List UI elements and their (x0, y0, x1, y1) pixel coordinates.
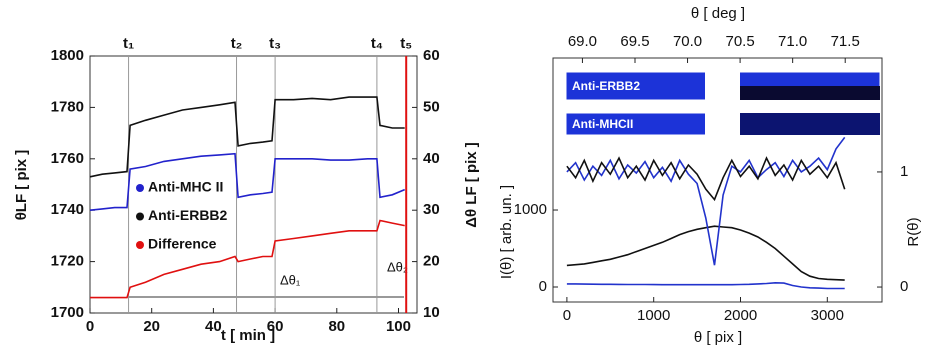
y-tick-label: 1760 (51, 150, 84, 167)
y2-tick-label: 40 (423, 150, 440, 167)
x2-tick-label: 71.0 (778, 33, 807, 50)
x2-axis-title: θ [ deg ] (691, 5, 745, 22)
legend-marker (136, 241, 144, 249)
series-line (90, 154, 405, 211)
legend-marker (136, 184, 144, 192)
y-tick-label: 1720 (51, 253, 84, 270)
x-tick-label: 1000 (637, 307, 670, 324)
x-tick-label: 100 (386, 318, 411, 335)
event-label: t₃ (269, 35, 281, 52)
y2-tick-label: 60 (423, 47, 440, 64)
x-tick-label: 20 (143, 318, 160, 335)
image-gap (705, 72, 740, 135)
x-tick-label: 0 (86, 318, 94, 335)
x-tick-label: 3000 (811, 307, 844, 324)
x-axis-title: θ [ pix ] (694, 329, 742, 346)
y2-axis-title: R(θ) (905, 217, 922, 246)
x-tick-label: 0 (563, 307, 571, 324)
event-label: t₁ (123, 35, 134, 52)
series-line (567, 226, 845, 280)
strip-label: Anti-ERBB2 (572, 79, 640, 93)
y-axis-title: I(θ) [ arb. un. ] (498, 185, 515, 279)
x2-tick-label: 69.0 (568, 33, 597, 50)
series-line (567, 137, 845, 265)
strip-label: Anti-MHCII (572, 117, 633, 131)
y2-tick-label: 10 (423, 304, 440, 321)
annotation: Δθ₁ (280, 272, 301, 287)
legend-label: Difference (148, 236, 217, 252)
x-tick-label: 2000 (724, 307, 757, 324)
y-tick-label: 1800 (51, 47, 84, 64)
y-tick-label: 1740 (51, 201, 84, 218)
x2-tick-label: 69.5 (620, 33, 649, 50)
event-label: t₄ (371, 35, 383, 52)
y-tick-label: 1700 (51, 304, 84, 321)
image-strip-dark (740, 113, 880, 135)
figure: t [ min ] θLF [ pix ] Δθ LF [ pix ] Δθ₁ … (0, 0, 928, 348)
y-axis-title: θLF [ pix ] (13, 150, 30, 221)
legend-label: Anti-ERBB2 (148, 207, 228, 223)
image-strip-dark (740, 86, 880, 100)
x2-tick-label: 70.5 (725, 33, 754, 50)
y-tick-label: 1000 (514, 201, 547, 218)
y2-tick-label: 20 (423, 253, 440, 270)
y2-tick-label: 30 (423, 201, 440, 218)
y-tick-label: 0 (539, 278, 547, 295)
series-line (90, 221, 405, 298)
event-label: t₂ (231, 35, 243, 52)
x2-tick-label: 70.0 (673, 33, 702, 50)
x-tick-label: 80 (328, 318, 345, 335)
series-line (90, 97, 405, 177)
series-line (567, 283, 845, 289)
annotation: Δθ₂ (387, 259, 408, 274)
x2-tick-label: 71.5 (831, 33, 860, 50)
y2-tick-label: 50 (423, 98, 440, 115)
legend-marker (136, 213, 144, 221)
y2-tick-label: 1 (900, 163, 908, 180)
y2-axis-title: Δθ LF [ pix ] (463, 142, 480, 228)
y-tick-label: 1780 (51, 98, 84, 115)
legend-label: Anti-MHC II (148, 179, 223, 195)
event-label: t₅ (400, 35, 412, 52)
y2-tick-label: 0 (900, 278, 908, 295)
x-tick-label: 60 (267, 318, 284, 335)
x-tick-label: 40 (205, 318, 222, 335)
